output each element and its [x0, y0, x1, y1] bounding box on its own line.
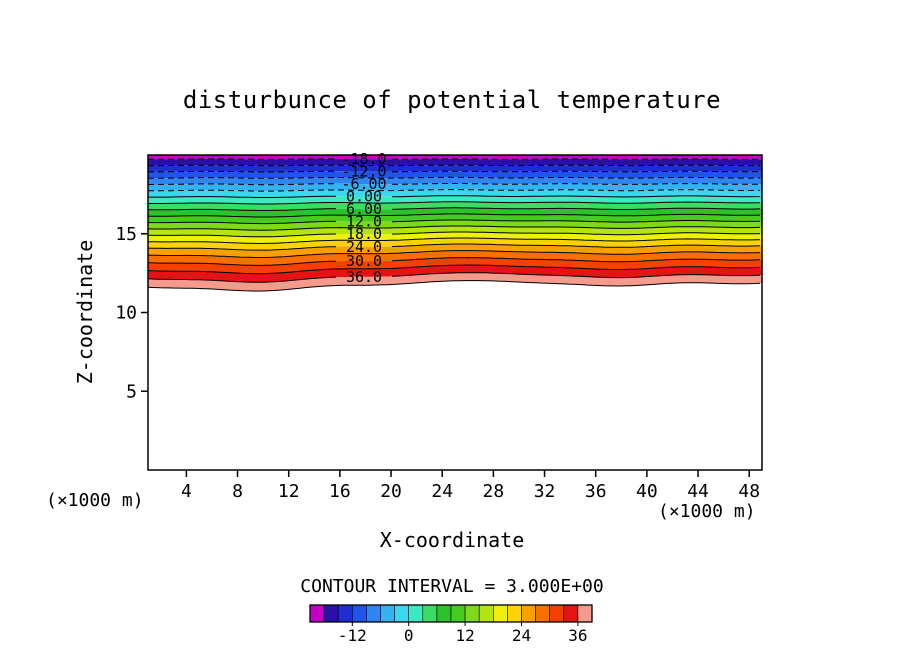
x-tick-label: 4	[181, 481, 192, 502]
colorbar-border	[309, 604, 593, 623]
contour-line	[148, 195, 760, 198]
y-axis-units: (×1000 m)	[46, 490, 144, 511]
contour-line	[147, 257, 761, 266]
y-tick-label: 15	[115, 224, 137, 245]
x-axis-title: X-coordinate	[379, 528, 525, 552]
contour-line-label: 36.0	[346, 268, 382, 286]
contour-lines	[147, 158, 761, 292]
contour-line	[147, 280, 761, 292]
colorbar: -12 0 12 24 36	[309, 604, 593, 645]
contour-line	[148, 189, 760, 192]
contour-line	[148, 164, 760, 167]
contour-band	[148, 183, 762, 192]
contour-value-labels: -18.0-12.0-6.000.006.0012.018.024.030.03…	[341, 150, 386, 286]
contour-line	[147, 264, 761, 275]
x-tick-label: 32	[534, 481, 556, 502]
y-tick-label: 10	[115, 303, 137, 324]
contour-line-label: 30.0	[346, 252, 382, 270]
contour-band	[148, 272, 762, 292]
contour-line	[148, 158, 761, 160]
contour-line-label: 0.00	[346, 188, 382, 206]
contour-line	[147, 243, 761, 251]
colorbar-segment	[351, 604, 367, 623]
contour-interval-label: CONTOUR INTERVAL = 3.000E+00	[300, 576, 604, 597]
contour-line	[148, 170, 760, 173]
x-tick-label: 16	[329, 481, 351, 502]
colorbar-tick-label: -12	[338, 626, 367, 645]
x-tick-label: 36	[585, 481, 607, 502]
contour-band	[148, 201, 762, 211]
contour-band	[148, 189, 762, 198]
colorbar-segment	[337, 604, 353, 623]
contour-band	[148, 165, 762, 172]
colorbar-segment	[380, 604, 395, 623]
colorbar-segment	[563, 604, 579, 623]
contour-line	[147, 201, 760, 205]
contour-band	[148, 265, 762, 283]
colorbar-segment	[408, 604, 424, 623]
x-tick-label: 48	[738, 481, 760, 502]
contour-line-label: -6.00	[341, 175, 386, 193]
colorbar-segment	[521, 604, 536, 623]
colorbar-segment	[394, 604, 410, 623]
contour-line	[147, 237, 761, 245]
x-axis-units: (×1000 m)	[658, 501, 756, 522]
x-tick-label: 12	[278, 481, 300, 502]
contour-line	[147, 213, 761, 218]
colorbar-segment	[323, 604, 339, 623]
colorbar-segment	[309, 604, 325, 623]
x-tick-label: 8	[232, 481, 243, 502]
colorbar-segment	[507, 604, 522, 623]
contour-line	[148, 176, 760, 179]
colorbar-segment	[492, 604, 508, 623]
colorbar-tick-label: 12	[455, 626, 474, 645]
contour-line	[147, 219, 761, 225]
y-axis-title: Z-coordinate	[73, 239, 97, 385]
contour-line	[147, 272, 761, 283]
colorbar-tick-label: 24	[512, 626, 531, 645]
contour-band	[148, 155, 762, 160]
contour-band	[148, 177, 762, 185]
contour-line-label: -12.0	[341, 163, 386, 181]
contour-band	[148, 257, 762, 274]
contour-line	[148, 183, 760, 186]
contour-line-label: 24.0	[346, 238, 382, 256]
contour-line	[147, 231, 761, 238]
x-tick-label: 40	[636, 481, 658, 502]
contour-line-label: 6.00	[346, 200, 382, 218]
contour-line-label: 18.0	[346, 225, 382, 243]
colorbar-segment	[366, 604, 381, 623]
colorbar-segment	[450, 604, 466, 623]
y-tick-label: 5	[126, 381, 137, 402]
contour-line	[147, 225, 761, 231]
colorbar-segment	[577, 604, 593, 623]
x-tick-label: 28	[483, 481, 505, 502]
contour-band	[148, 171, 762, 179]
colorbar-tick-label: 36	[568, 626, 587, 645]
contour-line	[148, 207, 761, 211]
figure-title: disturbunce of potential temperature	[182, 86, 722, 114]
colorbar-segment	[535, 604, 550, 623]
x-tick-label: 24	[431, 481, 453, 502]
colorbar-tick-label: 0	[404, 626, 414, 645]
contour-band	[148, 207, 762, 217]
x-tick-label: 20	[380, 481, 402, 502]
colorbar-segment	[549, 604, 565, 623]
colorbar-segment	[436, 604, 452, 623]
contour-line-label: -18.0	[341, 150, 386, 168]
contour-band	[148, 195, 762, 204]
contour-line	[147, 250, 761, 258]
colorbar-segment	[478, 604, 494, 623]
contour-line-label: 12.0	[346, 213, 382, 231]
contour-band	[148, 158, 762, 166]
x-tick-label: 44	[687, 481, 709, 502]
colorbar-segment	[464, 604, 480, 623]
colorbar-segment	[422, 604, 438, 623]
